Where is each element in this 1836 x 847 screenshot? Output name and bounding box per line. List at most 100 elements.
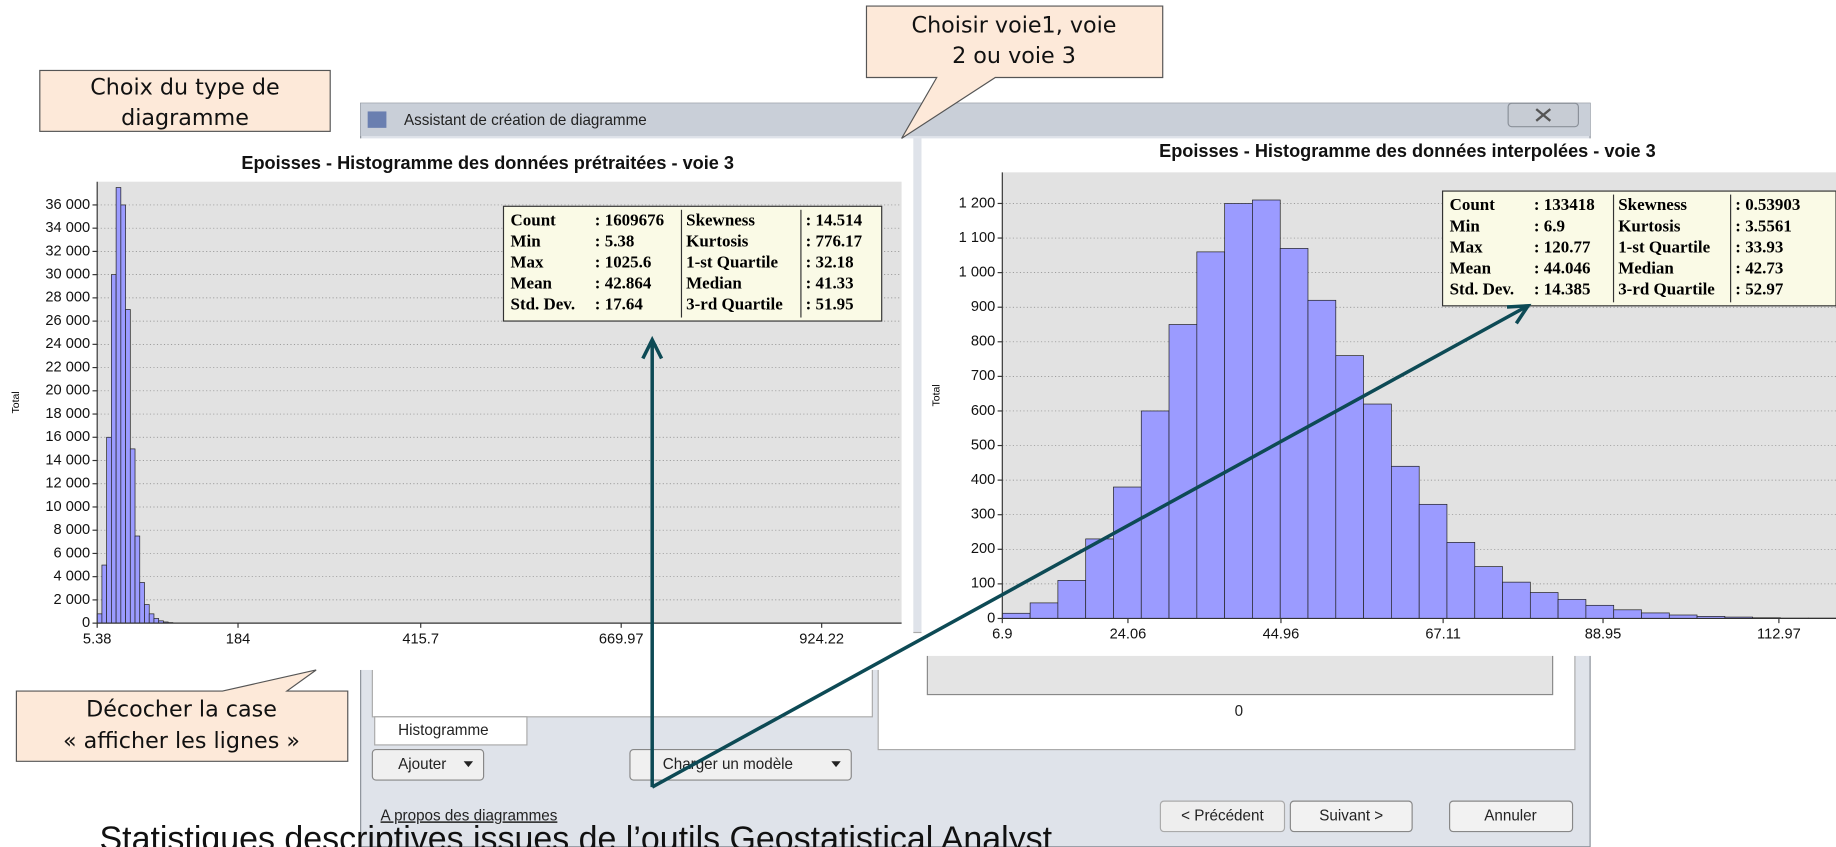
stats-cell: : 41.33 <box>806 274 854 293</box>
cancel-button[interactable] <box>1449 800 1574 833</box>
callout-text: 2 ou voie 3 <box>952 43 1076 69</box>
stats-cell: : 32.18 <box>806 253 854 272</box>
next-button-label: Suivant > <box>1319 807 1383 824</box>
arrowhead <box>641 335 664 360</box>
stats-cell: 3-rd Quartile <box>686 295 783 314</box>
y-tick-label: 28 000 <box>45 290 90 306</box>
x-tick-label: 5.38 <box>83 631 111 647</box>
stats-cell: Median <box>1618 258 1674 277</box>
y-tick-label: 10 000 <box>45 499 90 515</box>
histogram-bar <box>115 187 122 624</box>
stats-cell: : 6.9 <box>1534 216 1565 235</box>
callout-text: Choisir voie1, voie <box>912 12 1117 38</box>
y-tick-label: 6 000 <box>54 545 91 561</box>
prev-button-label: < Précédent <box>1181 807 1264 824</box>
y-tick-label: 2 000 <box>54 592 91 608</box>
y-tick-label: 32 000 <box>45 243 90 259</box>
histogram-bar <box>1502 581 1531 619</box>
stats-cell: : 120.77 <box>1534 237 1591 256</box>
y-tick-label: 900 <box>971 299 995 315</box>
stats-cell: 1-st Quartile <box>1618 237 1710 256</box>
stats-cell: Mean <box>511 274 553 293</box>
arrowhead <box>1506 303 1532 325</box>
callout-text: diagramme <box>121 105 249 131</box>
load-button[interactable] <box>629 749 852 781</box>
histogram-bar <box>125 309 131 624</box>
x-tick-label: 24.06 <box>1110 627 1147 643</box>
tab[interactable] <box>374 716 528 746</box>
y-tick-label: 300 <box>971 507 995 523</box>
stats-cell: : 776.17 <box>806 231 863 250</box>
about-link[interactable]: A propos des diagrammes <box>381 807 558 824</box>
preview-axis-label: 0 <box>1235 703 1243 720</box>
histogram-bar <box>106 436 112 624</box>
y-tick-label: 14 000 <box>45 452 90 468</box>
stats-cell: : 42.864 <box>595 274 652 293</box>
stats-cell: 3-rd Quartile <box>1618 279 1715 298</box>
stats-cell: : 1025.6 <box>595 253 652 272</box>
add-button-label: Ajouter <box>398 756 446 773</box>
histogram-bar <box>139 582 145 624</box>
histogram-bar <box>1446 542 1476 619</box>
histogram-bar <box>1168 324 1198 619</box>
y-tick-label: 8 000 <box>54 522 91 538</box>
callout-text: Décocher la case <box>86 696 277 722</box>
histogram-bar <box>1001 612 1031 619</box>
stats-box <box>502 205 883 322</box>
histogram-bar <box>1529 592 1559 619</box>
y-tick-label: 700 <box>971 368 995 384</box>
y-tick-label: 34 000 <box>45 220 90 236</box>
histogram-bar <box>1224 203 1253 619</box>
histogram-bar <box>129 448 136 624</box>
dialog-title: Assistant de création de diagramme <box>404 112 647 129</box>
footer-caption: Statistiques descriptives issues de l’ou… <box>100 820 1053 847</box>
y-tick-label: 800 <box>971 334 995 350</box>
stats-cell: : 44.046 <box>1534 258 1591 277</box>
histogram-bar <box>1085 538 1114 619</box>
stats-cell: : 3.5561 <box>1735 216 1792 235</box>
load-button-label: Charger un modèle <box>663 756 793 773</box>
histogram-bar <box>1029 602 1059 619</box>
stats-cell: Count <box>1450 195 1496 214</box>
stats-cell: : 17.64 <box>595 295 644 314</box>
stats-cell: Max <box>1450 237 1484 256</box>
y-tick-label: 600 <box>971 403 995 419</box>
stats-cell: : 33.93 <box>1735 237 1783 256</box>
y-tick-label: 12 000 <box>45 476 90 492</box>
x-tick-label: 669.97 <box>599 631 644 647</box>
x-tick-label: 67.11 <box>1425 627 1461 643</box>
prev-button[interactable] <box>1159 800 1286 833</box>
stats-cell: 1-st Quartile <box>686 253 778 272</box>
stats-cell: : 5.38 <box>595 231 635 250</box>
next-button[interactable] <box>1289 800 1413 833</box>
x-tick-label: 6.9 <box>992 627 1012 643</box>
stats-cell: : 14.385 <box>1534 279 1591 298</box>
stats-cell: : 42.73 <box>1735 258 1783 277</box>
y-axis-label: Total <box>931 384 943 406</box>
histogram-bar <box>120 204 126 624</box>
histogram-bar <box>1196 251 1226 619</box>
chart-title: Epoisses - Histogramme des données inter… <box>1159 141 1656 161</box>
histogram-bar <box>96 613 103 624</box>
stats-box <box>1441 190 1836 307</box>
y-tick-label: 24 000 <box>45 336 90 352</box>
y-tick-label: 20 000 <box>45 383 90 399</box>
y-axis-label: Total <box>10 391 22 413</box>
y-tick-label: 0 <box>82 615 90 631</box>
y-tick-label: 4 000 <box>54 569 91 585</box>
add-button[interactable] <box>371 749 485 781</box>
stats-cell: Std. Dev. <box>1450 279 1515 298</box>
dialog-titlebar <box>360 103 1591 137</box>
arrow-line <box>650 305 1527 789</box>
histogram-bar <box>144 604 150 624</box>
stats-cell: : 14.514 <box>806 210 863 229</box>
stats-cell: : 52.97 <box>1735 279 1784 298</box>
tab-label: Histogramme <box>398 722 489 739</box>
y-tick-label: 30 000 <box>45 266 90 282</box>
stats-cell: Mean <box>1450 258 1492 277</box>
callout-box <box>39 69 331 132</box>
x-tick-label: 415.7 <box>402 631 439 647</box>
dropdown-icon <box>831 761 841 768</box>
stats-cell: Kurtosis <box>1618 216 1681 235</box>
